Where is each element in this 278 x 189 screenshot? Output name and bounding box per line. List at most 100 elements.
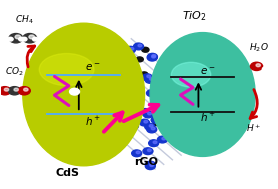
Circle shape xyxy=(19,37,24,41)
Circle shape xyxy=(151,127,155,130)
Circle shape xyxy=(149,125,153,127)
Circle shape xyxy=(135,101,138,103)
Circle shape xyxy=(14,88,18,91)
Circle shape xyxy=(83,84,90,89)
Circle shape xyxy=(145,163,155,170)
Circle shape xyxy=(177,77,180,79)
Circle shape xyxy=(184,124,192,129)
Circle shape xyxy=(169,72,179,79)
Circle shape xyxy=(21,37,27,41)
Circle shape xyxy=(15,35,21,39)
Circle shape xyxy=(173,85,177,88)
Circle shape xyxy=(100,107,104,110)
Circle shape xyxy=(129,111,139,118)
Circle shape xyxy=(86,88,94,93)
Circle shape xyxy=(156,118,159,120)
Circle shape xyxy=(0,87,11,95)
Circle shape xyxy=(121,138,125,140)
Circle shape xyxy=(153,121,160,126)
Circle shape xyxy=(8,87,21,95)
Circle shape xyxy=(33,37,38,41)
Circle shape xyxy=(163,129,173,136)
Circle shape xyxy=(167,83,177,90)
Circle shape xyxy=(117,136,127,143)
Circle shape xyxy=(161,77,165,79)
Circle shape xyxy=(111,94,118,99)
Ellipse shape xyxy=(39,53,94,86)
Circle shape xyxy=(172,84,175,87)
Circle shape xyxy=(101,99,108,104)
Circle shape xyxy=(128,123,138,129)
Circle shape xyxy=(153,141,157,143)
Circle shape xyxy=(125,94,135,101)
Circle shape xyxy=(147,149,151,152)
Circle shape xyxy=(147,75,151,78)
Circle shape xyxy=(58,83,62,85)
Text: $CO_2$: $CO_2$ xyxy=(5,66,24,78)
Circle shape xyxy=(108,115,112,118)
Circle shape xyxy=(132,150,142,157)
Circle shape xyxy=(174,114,184,121)
Circle shape xyxy=(133,124,137,126)
Circle shape xyxy=(23,33,37,43)
Circle shape xyxy=(145,161,155,168)
Text: rGO: rGO xyxy=(134,157,158,167)
Circle shape xyxy=(168,130,172,132)
Circle shape xyxy=(127,97,137,103)
Circle shape xyxy=(165,127,169,129)
Circle shape xyxy=(178,101,182,104)
Circle shape xyxy=(157,136,167,143)
Circle shape xyxy=(120,101,128,106)
Circle shape xyxy=(129,99,139,105)
Text: $TiO_2$: $TiO_2$ xyxy=(182,9,207,23)
Circle shape xyxy=(18,87,30,95)
Circle shape xyxy=(119,112,123,115)
Circle shape xyxy=(185,85,189,87)
Circle shape xyxy=(124,70,134,77)
Circle shape xyxy=(149,140,159,146)
Circle shape xyxy=(147,90,157,97)
Circle shape xyxy=(157,75,167,82)
Circle shape xyxy=(186,100,193,105)
Circle shape xyxy=(162,137,166,140)
Circle shape xyxy=(256,64,260,67)
Circle shape xyxy=(126,46,135,53)
Circle shape xyxy=(112,82,121,89)
Circle shape xyxy=(95,106,105,113)
Circle shape xyxy=(9,33,23,43)
Circle shape xyxy=(164,90,168,92)
Text: $H_2O$: $H_2O$ xyxy=(249,41,269,54)
Circle shape xyxy=(111,129,115,131)
Circle shape xyxy=(83,106,90,111)
Circle shape xyxy=(147,53,157,60)
Ellipse shape xyxy=(23,23,145,166)
Text: $h^+$: $h^+$ xyxy=(85,115,101,128)
Circle shape xyxy=(61,86,65,88)
Circle shape xyxy=(110,119,120,125)
Circle shape xyxy=(213,110,220,115)
Circle shape xyxy=(150,162,154,165)
Circle shape xyxy=(8,37,13,41)
Circle shape xyxy=(130,100,140,106)
Circle shape xyxy=(114,120,118,122)
Circle shape xyxy=(104,114,114,121)
Circle shape xyxy=(138,44,142,47)
Circle shape xyxy=(187,135,191,137)
Circle shape xyxy=(142,47,149,52)
Circle shape xyxy=(167,117,171,120)
Circle shape xyxy=(145,110,148,112)
Circle shape xyxy=(262,67,270,72)
Circle shape xyxy=(108,92,115,97)
Circle shape xyxy=(168,109,178,115)
Circle shape xyxy=(152,55,155,58)
Circle shape xyxy=(145,77,155,83)
Circle shape xyxy=(125,94,132,99)
Circle shape xyxy=(143,111,153,118)
Circle shape xyxy=(134,112,138,115)
Circle shape xyxy=(183,133,193,140)
Circle shape xyxy=(162,116,172,123)
Circle shape xyxy=(99,95,106,100)
Circle shape xyxy=(130,47,134,50)
Circle shape xyxy=(179,115,183,118)
Circle shape xyxy=(92,104,102,111)
